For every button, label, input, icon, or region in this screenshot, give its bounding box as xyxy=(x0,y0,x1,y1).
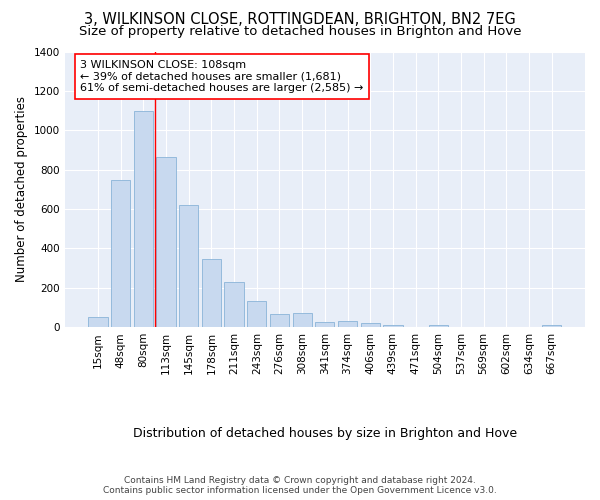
Bar xyxy=(88,318,107,327)
Bar xyxy=(247,301,266,327)
Bar xyxy=(428,326,448,327)
Text: 3 WILKINSON CLOSE: 108sqm
← 39% of detached houses are smaller (1,681)
61% of se: 3 WILKINSON CLOSE: 108sqm ← 39% of detac… xyxy=(80,60,364,93)
Bar xyxy=(383,324,403,327)
Bar xyxy=(111,180,130,327)
Bar xyxy=(270,314,289,327)
Bar xyxy=(315,322,334,327)
Text: 3, WILKINSON CLOSE, ROTTINGDEAN, BRIGHTON, BN2 7EG: 3, WILKINSON CLOSE, ROTTINGDEAN, BRIGHTO… xyxy=(84,12,516,28)
Bar xyxy=(179,205,199,327)
Bar xyxy=(224,282,244,327)
Text: Contains HM Land Registry data © Crown copyright and database right 2024.
Contai: Contains HM Land Registry data © Crown c… xyxy=(103,476,497,495)
Bar xyxy=(338,322,357,327)
Text: Size of property relative to detached houses in Brighton and Hove: Size of property relative to detached ho… xyxy=(79,25,521,38)
Bar xyxy=(157,157,176,327)
Bar xyxy=(542,326,562,327)
Bar xyxy=(202,260,221,327)
Y-axis label: Number of detached properties: Number of detached properties xyxy=(15,96,28,282)
Bar xyxy=(293,314,312,327)
Bar xyxy=(361,324,380,327)
Bar xyxy=(134,110,153,327)
X-axis label: Distribution of detached houses by size in Brighton and Hove: Distribution of detached houses by size … xyxy=(133,427,517,440)
